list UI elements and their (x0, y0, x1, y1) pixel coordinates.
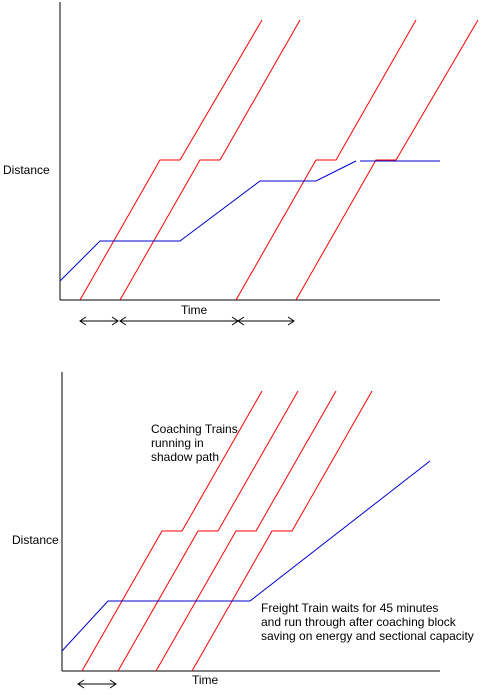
arrowhead (77, 679, 85, 689)
freight-train-path (61, 460, 431, 652)
headway-arrows (79, 316, 295, 326)
x-axis-label: Time (181, 303, 208, 317)
note-line: Freight Train waits for 45 minutes (261, 601, 438, 615)
arrowhead (237, 316, 245, 326)
note-line: saving on energy and sectional capacity (261, 629, 474, 643)
coaching-train-path (235, 19, 417, 301)
diagram-2: Distance Time Coaching Trains running in… (12, 372, 474, 689)
coaching-train-path (79, 19, 263, 301)
coaching-train-path (119, 19, 301, 301)
diagram-1: Distance Time (3, 2, 479, 326)
note-line: running in (151, 436, 204, 450)
x-axis-label: Time (192, 673, 219, 687)
note-line: Coaching Trains (151, 422, 238, 436)
note-line: and run through after coaching block (261, 615, 457, 629)
headway-arrows (77, 679, 117, 689)
note-line: shadow path (151, 450, 219, 464)
arrowhead (119, 316, 127, 326)
arrowhead (111, 316, 119, 326)
arrowhead (109, 679, 117, 689)
y-axis-label: Distance (12, 533, 59, 547)
freight-train-path (59, 160, 357, 282)
freight-train-note: Freight Train waits for 45 minutes and r… (261, 601, 474, 643)
arrowhead (287, 316, 295, 326)
coaching-train-path (295, 19, 479, 301)
coaching-trains-note: Coaching Trains running in shadow path (151, 422, 241, 464)
y-axis-label: Distance (3, 163, 50, 177)
arrowhead (79, 316, 87, 326)
